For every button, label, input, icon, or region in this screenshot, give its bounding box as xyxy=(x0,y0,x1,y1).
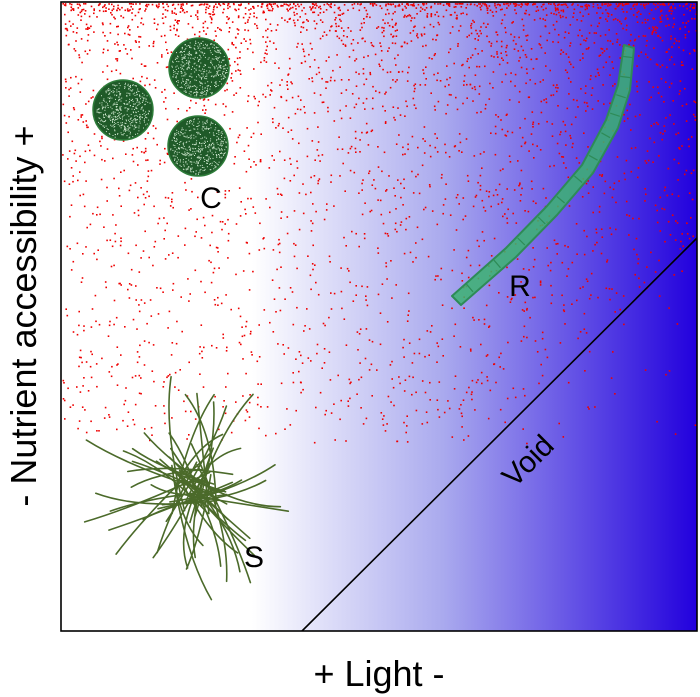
filament-cell-walls xyxy=(466,55,633,293)
plot-background xyxy=(61,2,697,631)
label-c: C xyxy=(200,182,222,215)
label-r: R xyxy=(509,270,531,303)
plot-frame xyxy=(60,1,698,632)
void-boundary-line xyxy=(301,237,698,632)
star-colony xyxy=(83,376,290,601)
colony-top xyxy=(168,37,230,99)
label-s: S xyxy=(244,541,264,574)
colony-left xyxy=(92,79,154,141)
y-axis-label: - Nutrient accessibility + xyxy=(3,125,44,506)
colony-speckles xyxy=(96,40,228,175)
x-axis-label: + Light - xyxy=(313,653,444,694)
coccoid-colonies xyxy=(92,37,230,177)
filament xyxy=(451,44,635,306)
colony-bottom xyxy=(167,115,229,177)
filament-body xyxy=(451,44,635,306)
